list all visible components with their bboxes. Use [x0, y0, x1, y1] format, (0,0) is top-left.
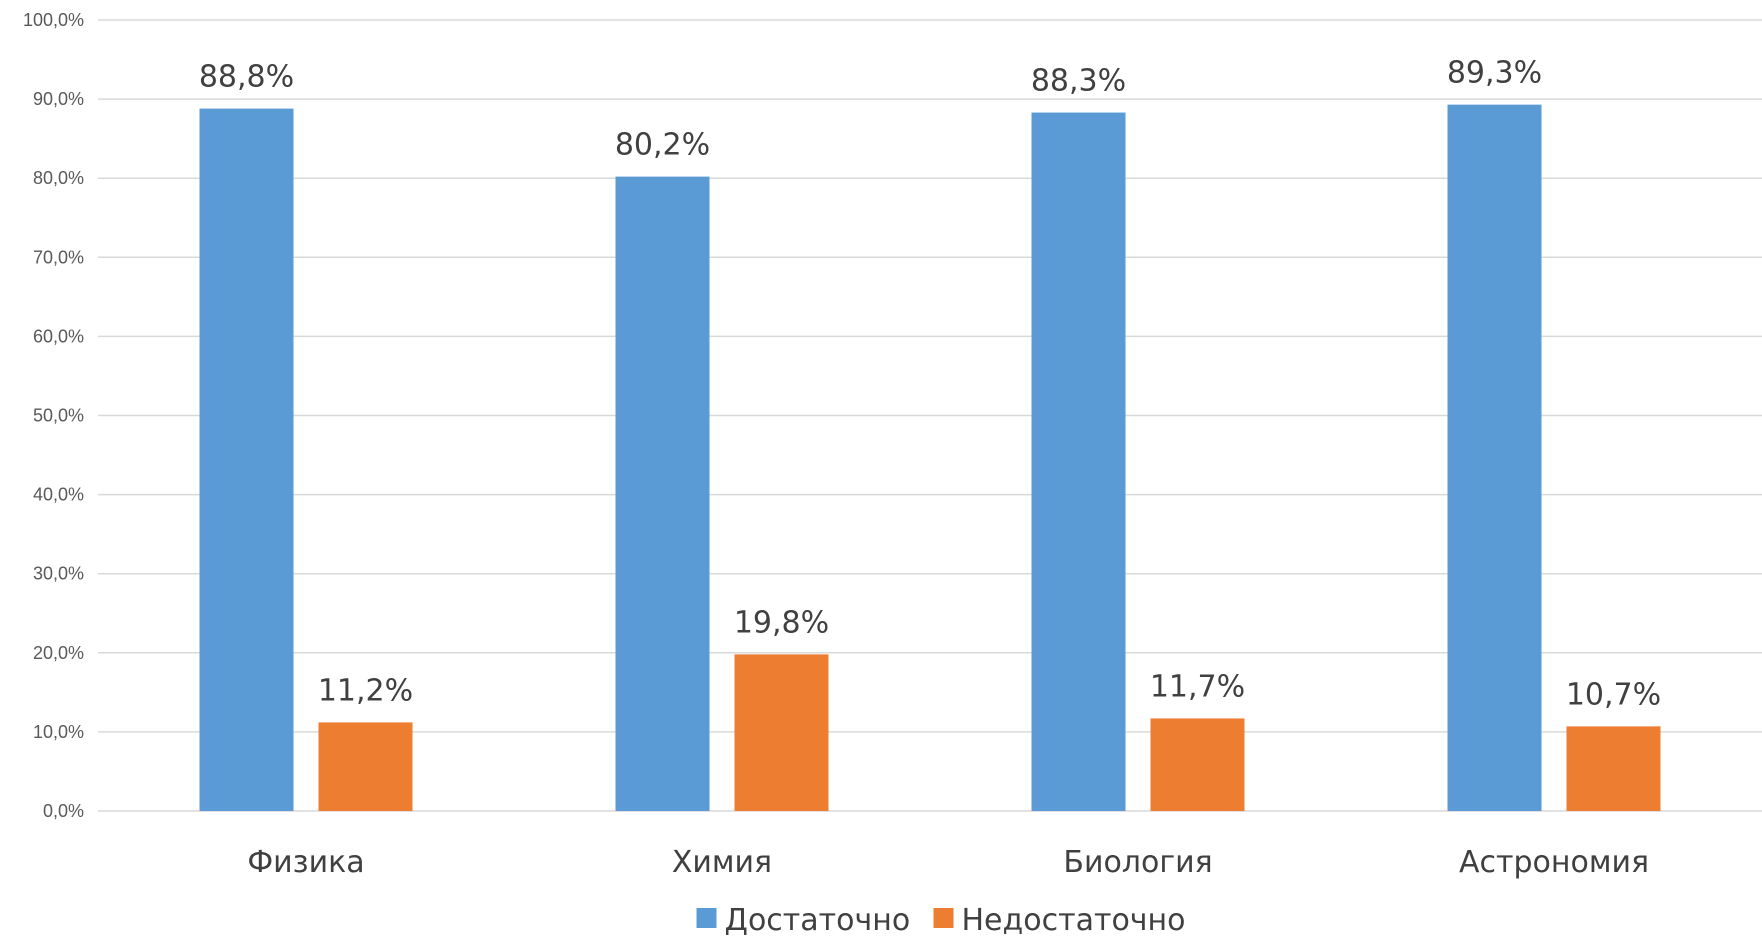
x-category-label: Астрономия — [1459, 845, 1649, 880]
x-category-label: Биология — [1063, 845, 1212, 880]
bar-insufficient — [1150, 718, 1245, 811]
legend-item: Недостаточно — [933, 903, 1186, 938]
y-tick-label: 0,0% — [43, 801, 84, 821]
x-axis-category-labels: Физика Химия Биология Астрономия — [247, 845, 1649, 880]
y-tick-label: 20,0% — [33, 643, 84, 663]
bar-sufficient — [615, 176, 710, 812]
data-labels: 88,8% 11,2% 80,2% 19,8% 88,3% 11,7% 89,3% 10,7% — [199, 56, 1661, 713]
bar-insufficient — [734, 654, 829, 811]
legend-label: Недостаточно — [962, 903, 1186, 938]
bar-sufficient — [1447, 104, 1542, 811]
y-tick-label: 80,0% — [33, 168, 84, 188]
y-axis-tick-labels: 0,0% 10,0% 20,0% 30,0% 40,0% 50,0% 60,0% 70,0% 8… — [23, 10, 84, 821]
data-label: 11,2% — [318, 673, 413, 708]
legend: Достаточно Недостаточно — [696, 903, 1186, 938]
data-label: 88,3% — [1031, 64, 1126, 99]
y-tick-label: 30,0% — [33, 564, 84, 584]
data-label: 11,7% — [1150, 669, 1245, 704]
legend-swatch — [696, 908, 717, 928]
legend-label: Достаточно — [725, 903, 911, 938]
bar-sufficient — [199, 108, 294, 812]
y-tick-label: 10,0% — [33, 722, 84, 742]
bars — [199, 104, 1661, 812]
y-tick-label: 100,0% — [23, 10, 84, 30]
bar-insufficient — [1566, 726, 1661, 811]
y-tick-label: 90,0% — [33, 89, 84, 109]
legend-item: Достаточно — [696, 903, 911, 938]
legend-swatch — [933, 908, 954, 928]
y-tick-label: 40,0% — [33, 485, 84, 505]
bar-insufficient — [318, 722, 413, 811]
bar-sufficient — [1031, 112, 1126, 811]
data-label: 19,8% — [734, 605, 829, 640]
data-label: 10,7% — [1566, 677, 1661, 712]
y-tick-label: 70,0% — [33, 247, 84, 267]
x-category-label: Физика — [247, 845, 364, 880]
y-tick-label: 60,0% — [33, 326, 84, 346]
y-tick-label: 50,0% — [33, 406, 84, 426]
x-category-label: Химия — [672, 845, 772, 880]
data-label: 88,8% — [199, 60, 294, 95]
data-label: 89,3% — [1447, 56, 1542, 91]
data-label: 80,2% — [615, 128, 710, 163]
